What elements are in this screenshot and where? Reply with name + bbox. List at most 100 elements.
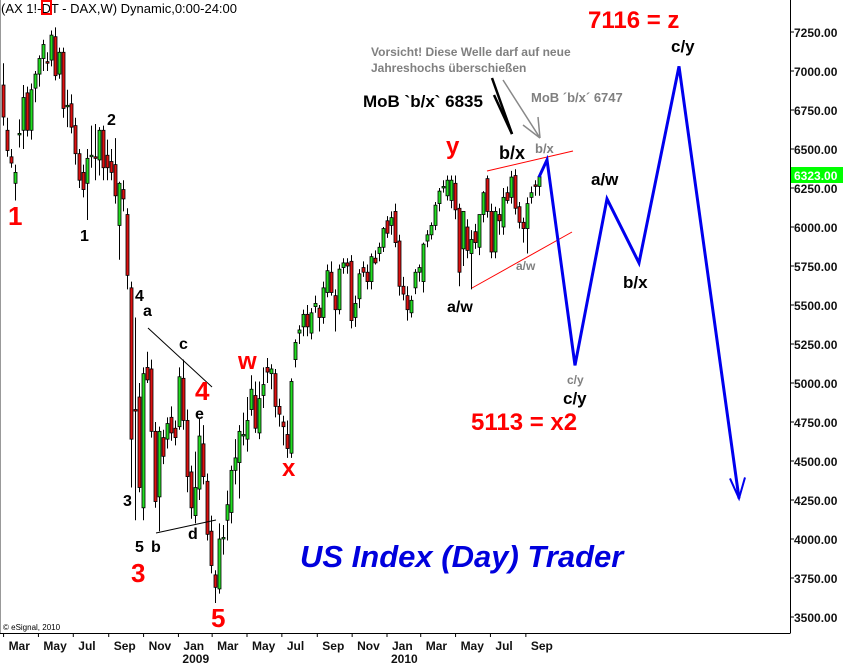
- wave-label: 1: [80, 228, 89, 245]
- last-price-tag: [791, 167, 843, 183]
- candle-body: [245, 420, 250, 440]
- x-tick-label: Sep: [531, 639, 553, 653]
- wave-label: 3: [131, 558, 145, 588]
- candle-body: [169, 416, 174, 434]
- candle-body: [529, 192, 534, 198]
- candle-body: [493, 210, 498, 253]
- candle-body: [217, 538, 222, 590]
- candle: [237, 425, 242, 499]
- channel-lower-line: [471, 231, 573, 289]
- candle-body: [289, 381, 294, 454]
- candle: [193, 451, 198, 524]
- candle: [497, 208, 502, 235]
- candle-body: [37, 58, 42, 75]
- channel-upper-line: [486, 150, 574, 172]
- candle-body: [349, 260, 354, 322]
- candle-body: [109, 161, 114, 173]
- candle-body: [89, 154, 94, 158]
- candle: [441, 180, 446, 193]
- x-tick-label: Jul: [78, 639, 95, 653]
- candle: [269, 364, 274, 390]
- candle: [17, 119, 22, 148]
- candle-body: [353, 303, 358, 318]
- triangle-upper-line: [147, 327, 213, 388]
- candle-body: [261, 384, 266, 396]
- x-tick-label: Nov: [357, 639, 380, 653]
- candle-body: [537, 176, 542, 187]
- candle-body: [117, 182, 122, 226]
- candle: [145, 351, 150, 383]
- candle-body: [413, 271, 418, 289]
- candle: [373, 250, 378, 265]
- candle-body: [57, 51, 62, 75]
- candle: [509, 170, 514, 204]
- candle-body: [381, 228, 386, 248]
- candle-body: [81, 171, 86, 190]
- candle: [89, 125, 94, 168]
- candle-body: [373, 257, 378, 264]
- candle: [353, 295, 358, 327]
- candle: [389, 211, 394, 235]
- candle-body: [53, 36, 58, 77]
- candle-body: [177, 376, 182, 428]
- wave-label: 5: [211, 603, 225, 633]
- candle: [241, 412, 246, 446]
- warning-note-line1: Vorsicht! Diese Welle darf auf neue: [371, 45, 571, 59]
- candle: [189, 465, 194, 519]
- candle: [325, 264, 330, 298]
- wave-label: c/y: [567, 373, 584, 387]
- candle: [25, 86, 30, 137]
- candle-body: [193, 487, 198, 516]
- candle: [177, 367, 182, 430]
- x-tick-label: Jan: [183, 639, 204, 653]
- candle-body: [97, 129, 102, 161]
- candle: [429, 222, 434, 240]
- candle-body: [369, 256, 374, 283]
- candle-body: [533, 184, 538, 187]
- candle: [481, 191, 486, 223]
- candle: [361, 261, 366, 277]
- wave-label: x: [282, 455, 296, 482]
- candle-body: [5, 129, 10, 151]
- wave-label: w: [237, 348, 257, 375]
- candle: [333, 289, 338, 332]
- candle-body: [21, 97, 26, 131]
- candle-body: [465, 226, 470, 251]
- candle-body: [145, 366, 150, 381]
- target-x2-label: 5113 = x2: [471, 409, 577, 436]
- wave-label: c: [179, 336, 188, 353]
- candle: [501, 188, 506, 235]
- candle-body: [101, 129, 106, 169]
- candle-body: [365, 271, 370, 282]
- candle: [73, 117, 78, 165]
- candle: [233, 439, 238, 485]
- candle-body: [457, 207, 462, 273]
- candle: [393, 203, 398, 248]
- triangle-lower-line: [155, 519, 217, 534]
- last-price-value: 6323.00: [794, 169, 838, 183]
- candle-body: [497, 214, 502, 222]
- candle-body: [469, 239, 474, 254]
- candle: [245, 397, 250, 452]
- gray-arrow-icon: [502, 79, 541, 139]
- candle-body: [173, 427, 178, 438]
- candle-body: [409, 299, 414, 314]
- wave-label: 4: [195, 376, 210, 406]
- candle: [293, 339, 298, 368]
- candle-body: [509, 176, 514, 198]
- candle-body: [485, 178, 490, 212]
- candle-body: [421, 243, 426, 283]
- candle-body: [221, 537, 226, 540]
- candle: [157, 426, 162, 532]
- wave-label: a: [143, 303, 152, 320]
- candle: [265, 358, 270, 383]
- candle: [473, 223, 478, 249]
- candle: [425, 230, 430, 248]
- candle-body: [345, 262, 350, 267]
- candle-body: [33, 73, 38, 89]
- candle-body: [137, 396, 142, 488]
- candle: [525, 197, 530, 254]
- candle-body: [417, 267, 422, 273]
- candle: [53, 27, 58, 81]
- candle: [137, 383, 142, 493]
